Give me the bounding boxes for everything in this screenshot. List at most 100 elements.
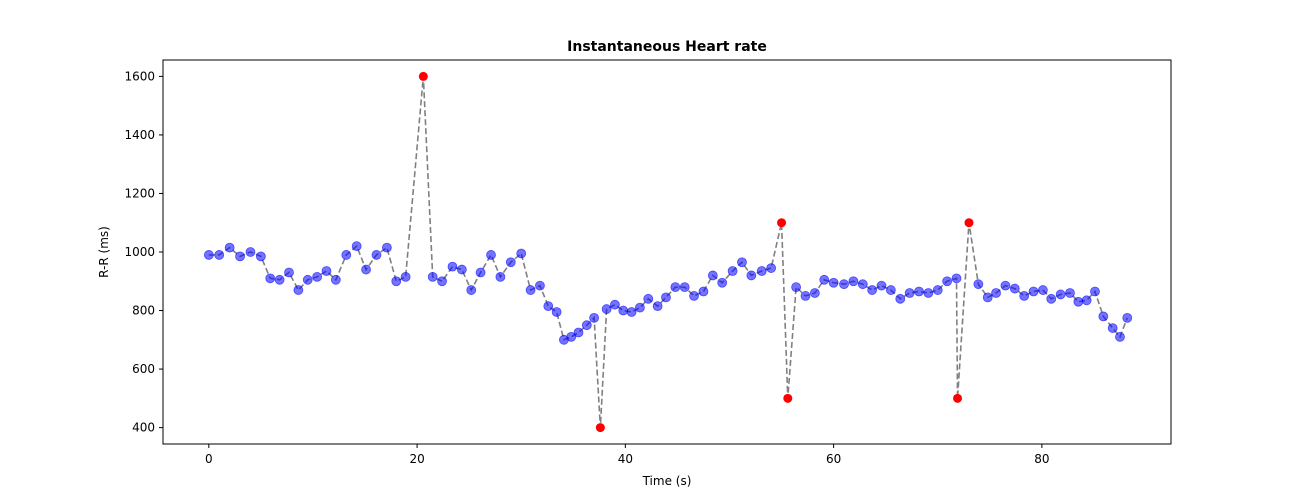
rr-point [839, 279, 849, 290]
outlier-point [777, 218, 787, 228]
plot-area [203, 71, 1133, 433]
rr-point [791, 282, 802, 293]
x-tick-label: 60 [826, 452, 841, 466]
rr-point [942, 276, 953, 287]
rr-point [466, 285, 477, 295]
rr-point [214, 250, 225, 260]
y-tick-label: 1400 [124, 128, 155, 142]
rr-point [885, 285, 896, 295]
y-tick-label: 1200 [124, 186, 155, 200]
rr-point [707, 270, 718, 281]
outlier-point [783, 393, 793, 403]
rr-point [486, 250, 496, 260]
rr-point [543, 301, 554, 312]
x-axis-label: Time (s) [642, 474, 692, 488]
rr-point [475, 267, 486, 278]
rr-point [904, 288, 915, 298]
rr-point [618, 305, 629, 316]
rr-point [341, 250, 352, 260]
x-axis: 0 20 40 60 80 [205, 444, 1050, 466]
y-tick-label: 400 [132, 421, 155, 435]
rr-point [525, 285, 536, 295]
x-tick-label: 40 [618, 452, 633, 466]
rr-point [643, 293, 654, 304]
rr-point [255, 251, 266, 262]
rr-point [495, 271, 506, 282]
outlier-point [953, 393, 963, 403]
rr-point [661, 292, 671, 303]
plot-frame [162, 59, 1172, 445]
rr-point [1122, 312, 1133, 323]
rr-point [670, 282, 681, 293]
rr-point [351, 241, 362, 252]
rr-point [626, 307, 637, 317]
rr-point [932, 285, 943, 295]
rr-point [284, 267, 294, 278]
chart-title: Instantaneous Heart rate [567, 39, 767, 55]
rr-point [456, 264, 467, 275]
rr-point [914, 286, 924, 297]
x-tick-label: 0 [205, 452, 213, 466]
y-axis-label: R-R (ms) [97, 226, 111, 278]
rr-point [1073, 296, 1084, 307]
rr-point [516, 248, 527, 259]
rr-point [717, 277, 728, 288]
rr-point [1046, 293, 1057, 304]
rr-point [635, 302, 645, 313]
rr-point [1115, 331, 1125, 342]
rr-point [203, 250, 214, 260]
rr-point [809, 288, 820, 298]
rr-point [923, 288, 934, 298]
rr-point [391, 276, 402, 287]
y-tick-label: 800 [132, 304, 155, 318]
rr-point [245, 247, 256, 257]
rr-point [1028, 286, 1039, 297]
rr-point [551, 307, 562, 317]
rr-point [447, 261, 458, 272]
outlier-point [964, 218, 974, 228]
rr-point [857, 279, 868, 290]
x-tick-label: 80 [1034, 452, 1049, 466]
rr-point [766, 263, 777, 273]
rr-point [601, 304, 612, 314]
rr-point [876, 280, 887, 291]
rr-point [224, 242, 235, 253]
y-tick-label: 1600 [124, 69, 155, 83]
rr-point [991, 288, 1001, 298]
rr-point [800, 291, 811, 301]
rr-point [505, 257, 516, 268]
rr-point [610, 299, 620, 310]
rr-point [321, 266, 332, 276]
rr-point [1019, 291, 1030, 301]
rr-point [589, 312, 600, 323]
rr-point [867, 285, 878, 295]
rr-point [1038, 285, 1048, 295]
y-tick-label: 1000 [124, 245, 155, 259]
rr-point [235, 251, 245, 262]
rr-point [756, 266, 767, 276]
rr-point [427, 271, 438, 282]
rr-point [973, 279, 984, 290]
rr-point [400, 271, 411, 282]
rr-point [361, 264, 371, 275]
rr-point [1055, 289, 1066, 300]
rr-point [381, 242, 392, 253]
rr-point [828, 277, 839, 288]
rr-point [1000, 280, 1011, 291]
rr-point [437, 276, 447, 287]
rr-point [1009, 283, 1020, 294]
rr-point [698, 286, 709, 297]
rr-point [312, 271, 323, 282]
rr-point [819, 274, 830, 285]
outlier-point [418, 71, 428, 81]
rr-point [895, 293, 906, 304]
rr-point [982, 292, 993, 303]
rr-point [848, 276, 859, 287]
y-axis: 400 600 800 1000 1200 1400 1600 [124, 69, 163, 435]
rr-point [689, 291, 699, 301]
rr-point [1065, 288, 1075, 298]
rr-point [274, 274, 285, 285]
rr-point [679, 282, 690, 293]
rr-point [951, 273, 962, 284]
